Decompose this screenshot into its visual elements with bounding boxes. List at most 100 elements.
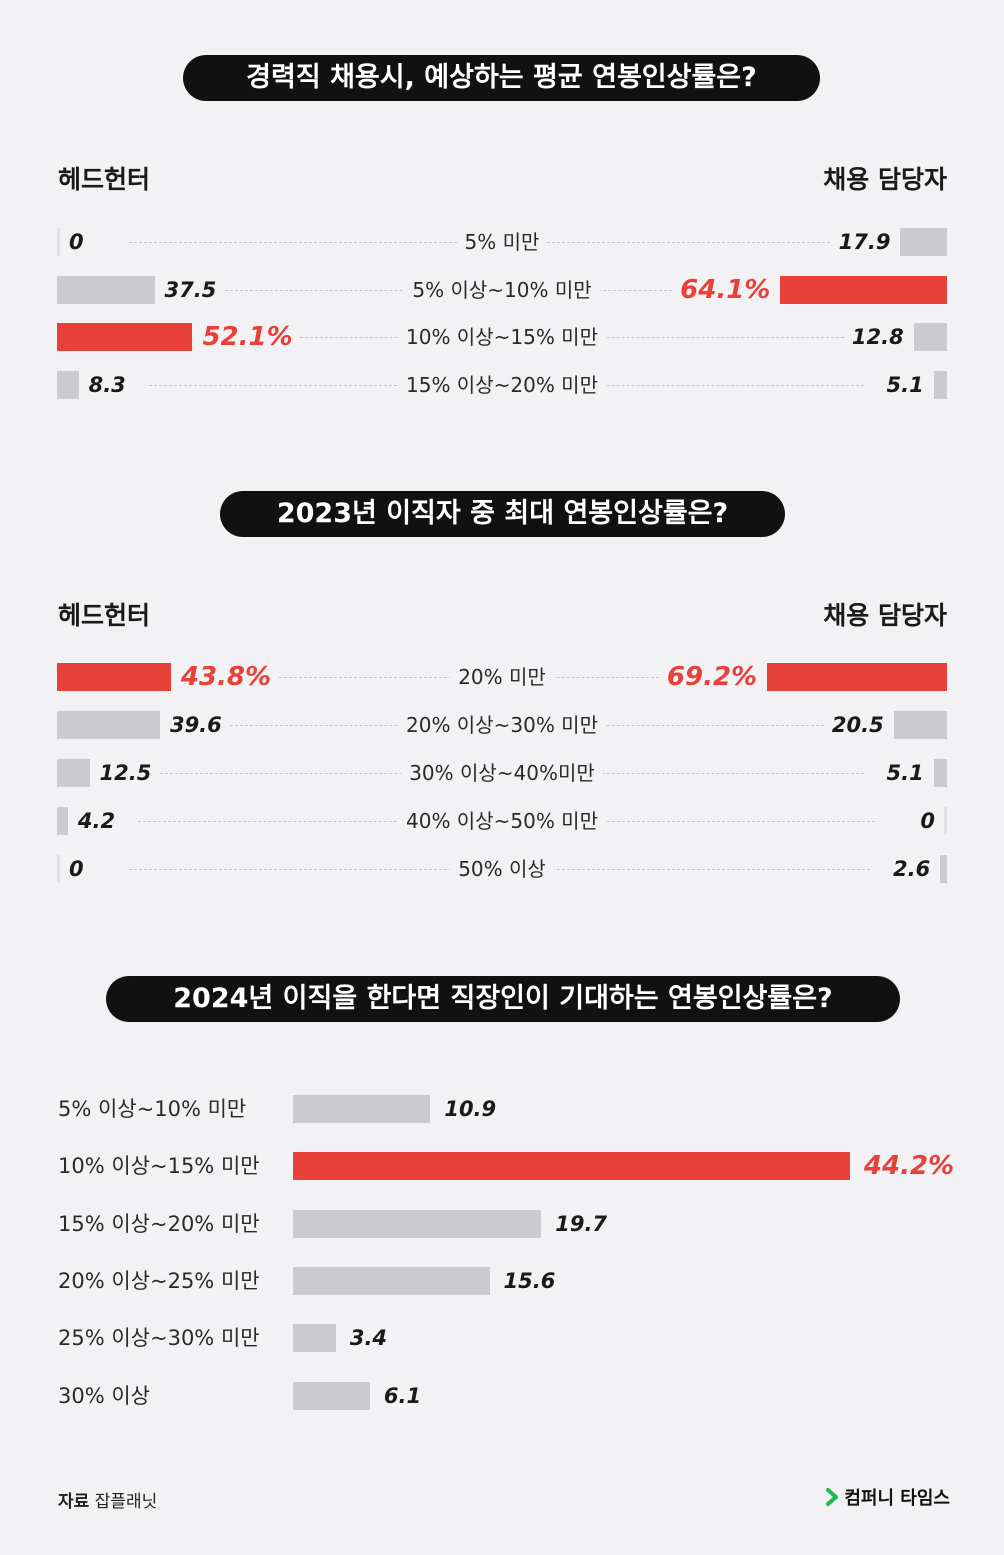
left-series-label: 헤드헌터 — [58, 165, 151, 194]
right-value-label: 20.5 — [831, 713, 884, 737]
left-value-label: 4.2 — [77, 809, 116, 833]
leader-line-right — [502, 869, 871, 870]
bar — [293, 1324, 336, 1353]
leader-line-right — [502, 677, 660, 678]
chart-row: 12.5 5.1 30% 이상~40%미만 — [0, 756, 1004, 790]
category-text: 5% 미만 — [456, 230, 548, 254]
chart-row: 15% 이상~20% 미만 19.7 — [0, 1207, 1004, 1241]
left-bar — [57, 275, 155, 304]
category-label: 40% 이상~50% 미만 — [0, 804, 1004, 838]
leader-line-left — [229, 725, 502, 726]
category-label: 20% 이상~30% 미만 — [0, 708, 1004, 742]
right-series-label: 채용 담당자 — [823, 165, 947, 194]
chart-row: 5% 이상~10% 미만 10.9 — [0, 1092, 1004, 1126]
category-label: 30% 이상 — [58, 1383, 150, 1408]
right-series-label: 채용 담당자 — [823, 601, 947, 630]
value-label: 3.4 — [349, 1326, 388, 1351]
category-text: 20% 이상~30% 미만 — [398, 713, 606, 737]
right-value-label: 17.9 — [838, 230, 891, 254]
category-label: 15% 이상~20% 미만 — [0, 368, 1004, 402]
chart-title: 2024년 이직을 한다면 직장인이 기대하는 연봉인상률은? — [106, 976, 900, 1022]
category-label: 10% 이상~15% 미만 — [58, 1154, 260, 1179]
left-bar — [57, 663, 171, 691]
value-label: 19.7 — [555, 1211, 608, 1236]
chart-row: 52.1% 12.8 10% 이상~15% 미만 — [0, 320, 1004, 354]
chart-row: 30% 이상 6.1 — [0, 1379, 1004, 1413]
value-label: 15.6 — [503, 1268, 556, 1293]
leader-line-left — [129, 242, 502, 243]
left-zero-tick — [57, 228, 60, 256]
right-value-label: 64.1% — [680, 274, 771, 305]
leader-line-right — [502, 821, 875, 822]
value-label: 6.1 — [383, 1383, 422, 1408]
leader-line-left — [129, 869, 502, 870]
bar — [293, 1266, 490, 1295]
source-note: 자료 잡플래닛 — [58, 1487, 157, 1512]
category-label: 25% 이상~30% 미만 — [58, 1326, 260, 1351]
left-value-label: 8.3 — [88, 372, 126, 397]
right-value-label: 0 — [920, 809, 935, 833]
category-label: 5% 미만 — [0, 225, 1004, 259]
category-text: 10% 이상~15% 미만 — [398, 325, 606, 349]
category-label: 50% 이상 — [0, 852, 1004, 886]
category-label: 10% 이상~15% 미만 — [0, 320, 1004, 354]
chart-row: 8.3 5.1 15% 이상~20% 미만 — [0, 368, 1004, 402]
category-label: 5% 이상~10% 미만 — [0, 273, 1004, 307]
source-value: 잡플래닛 — [94, 1492, 158, 1512]
left-value-label: 12.5 — [99, 761, 152, 785]
chart-row: 0 2.6 50% 이상 — [0, 852, 1004, 886]
right-value-label: 5.1 — [886, 761, 924, 785]
bar — [293, 1152, 850, 1181]
brand-name: 컴퍼니 타임스 — [844, 1488, 950, 1509]
right-value-label: 69.2% — [666, 662, 758, 692]
leader-line-left — [148, 384, 502, 386]
bar — [293, 1095, 431, 1123]
chart-title: 경력직 채용시, 예상하는 평균 연봉인상률은? — [183, 55, 820, 101]
leader-line-right — [502, 725, 824, 726]
bar — [293, 1209, 542, 1238]
brand-logo: 컴퍼니 타임스 — [826, 1484, 950, 1510]
value-label: 10.9 — [444, 1097, 497, 1121]
right-bar — [900, 228, 947, 256]
value-label: 44.2% — [863, 1151, 955, 1182]
right-value-label: 12.8 — [851, 325, 904, 349]
right-value-label: 5.1 — [886, 372, 924, 397]
chevron-logo-icon — [826, 1488, 839, 1506]
left-value-label: 0 — [69, 230, 84, 254]
chart-row: 10% 이상~15% 미만 44.2% — [0, 1149, 1004, 1183]
chart-row: 20% 이상~25% 미만 15.6 — [0, 1264, 1004, 1298]
category-text: 5% 이상~10% 미만 — [404, 277, 600, 302]
category-label: 15% 이상~20% 미만 — [58, 1211, 260, 1236]
category-label: 20% 미만 — [0, 660, 1004, 694]
category-label: 5% 이상~10% 미만 — [58, 1097, 247, 1121]
category-label: 20% 이상~25% 미만 — [58, 1268, 260, 1293]
chart-title: 2023년 이직자 중 최대 연봉인상률은? — [220, 491, 785, 537]
left-zero-tick — [57, 855, 60, 883]
leader-line-right — [502, 384, 864, 386]
right-value-label: 2.6 — [893, 857, 931, 881]
category-text: 20% 미만 — [450, 665, 554, 689]
category-text: 30% 이상~40%미만 — [401, 761, 603, 785]
leader-line-left — [278, 677, 502, 678]
right-bar — [933, 370, 947, 399]
leader-line-right — [502, 242, 831, 243]
source-label: 자료 — [58, 1492, 90, 1512]
bar — [293, 1381, 370, 1410]
category-label: 30% 이상~40%미만 — [0, 756, 1004, 790]
leader-line-right — [502, 337, 844, 338]
leader-line-left — [224, 289, 502, 291]
leader-line-left — [137, 821, 502, 822]
right-bar — [940, 855, 947, 883]
left-bar — [57, 323, 193, 351]
left-bar — [57, 711, 160, 739]
left-value-label: 39.6 — [169, 713, 222, 737]
right-bar — [913, 323, 947, 351]
category-text: 40% 이상~50% 미만 — [398, 809, 606, 833]
right-bar — [780, 275, 947, 304]
category-text: 50% 이상 — [450, 857, 554, 881]
chart-row: 37.5 64.1% 5% 이상~10% 미만 — [0, 273, 1004, 307]
right-zero-tick — [944, 807, 947, 835]
leader-line-left — [159, 773, 502, 774]
left-bar — [57, 807, 68, 835]
